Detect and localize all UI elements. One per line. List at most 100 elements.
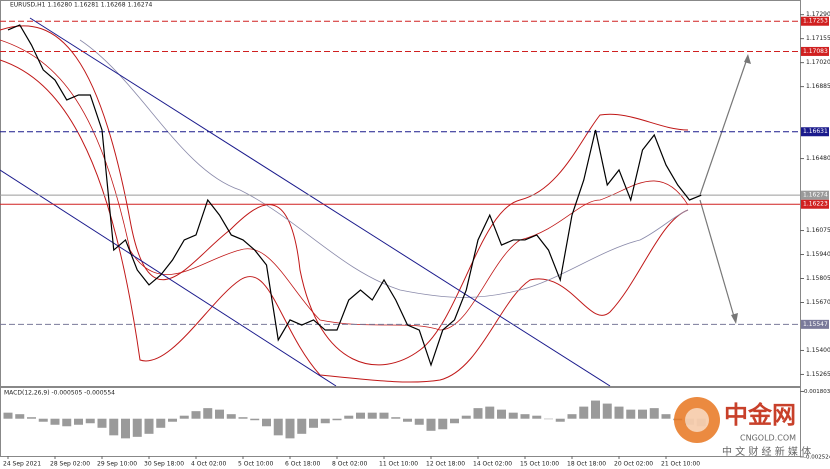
- macd-bar: [508, 412, 518, 419]
- macd-bar: [579, 406, 589, 419]
- macd-bar: [532, 415, 542, 419]
- level-label: 1.17083: [803, 48, 828, 55]
- x-tick-label: 8 Oct 02:00: [332, 461, 367, 468]
- macd-bar: [156, 418, 166, 428]
- macd-bar: [226, 414, 236, 419]
- y-tick-label: 1.15940: [806, 251, 830, 258]
- x-tick-label: 5 Oct 10:00: [238, 461, 273, 468]
- y-tick-label: 1.17020: [806, 59, 830, 66]
- macd-bar: [473, 408, 483, 419]
- macd-bar: [356, 412, 365, 419]
- macd-bar: [438, 418, 448, 430]
- macd-bar: [15, 414, 25, 419]
- macd-bar: [544, 418, 553, 420]
- macd-bar: [179, 415, 189, 419]
- macd-bar: [3, 412, 13, 419]
- y-tick-label: 1.15805: [806, 275, 830, 282]
- macd-bar: [614, 406, 624, 419]
- level-label-box: [801, 199, 829, 209]
- y-tick-label: -0.002524: [804, 454, 830, 460]
- level-label-box: [801, 127, 829, 137]
- macd-bar: [591, 400, 600, 419]
- macd-bar: [132, 418, 142, 437]
- level-label-box: [801, 46, 829, 56]
- y-tick-label: 1.17290: [806, 11, 830, 18]
- macd-bar: [168, 418, 177, 422]
- macd-bar: [344, 415, 354, 419]
- watermark-site: CNGOLD.COM: [740, 434, 796, 443]
- macd-bar: [520, 414, 530, 419]
- x-tick-label: 30 Sep 18:00: [144, 461, 184, 468]
- x-tick-label: 15 Oct 10:00: [520, 461, 559, 468]
- macd-bar: [297, 418, 307, 434]
- macd-bar: [555, 418, 565, 422]
- x-tick-label: 18 Oct 18:00: [567, 461, 606, 468]
- middle-band: [0, 39, 689, 331]
- macd-bar: [144, 418, 154, 434]
- macd-bar: [661, 414, 671, 419]
- upper-band: [0, 25, 689, 366]
- levels: 1.17253 1.17083 1.16631 1.16274 1.16223 1.155…: [0, 16, 829, 329]
- macd-bar: [626, 409, 636, 419]
- channel-line: [0, 169, 337, 387]
- macd-bar: [379, 412, 389, 419]
- macd-bar: [262, 418, 271, 427]
- y-tick-label: 1.15400: [806, 347, 830, 354]
- y-tick-label: 1.16075: [806, 227, 830, 234]
- moving-average: [79, 39, 689, 298]
- macd-bar: [109, 418, 119, 436]
- macd-bar: [62, 418, 72, 427]
- level-label: 1.17253: [803, 18, 828, 25]
- macd-bar: [97, 418, 107, 428]
- y-tick-label: 0.001803: [804, 389, 830, 395]
- macd-bar: [461, 415, 471, 419]
- level-label-box: [801, 16, 829, 26]
- macd-bar: [203, 408, 213, 419]
- macd-bar: [567, 414, 577, 419]
- macd-title: MACD(12,26,9) -0.000505 -0.000554: [4, 390, 115, 397]
- macd-bar: [309, 418, 318, 428]
- lower-band: [0, 59, 689, 383]
- x-tick-label: 29 Sep 10:00: [97, 461, 137, 468]
- macd-bar: [450, 418, 459, 424]
- macd-bar: [332, 418, 342, 421]
- arrow-head: [731, 313, 738, 324]
- x-tick-label: 28 Sep 02:00: [50, 461, 90, 468]
- macd-bar: [414, 418, 424, 425]
- macd-bar: [367, 412, 377, 419]
- level-label: 1.16223: [803, 201, 828, 208]
- macd-bar: [250, 418, 260, 421]
- arrow-head: [744, 54, 751, 64]
- macd-bar: [85, 418, 95, 424]
- x-tick-label: 21 Oct 10:00: [661, 461, 700, 468]
- symbol-header: EURUSD,H1 1.16280 1.16281 1.16268 1.1627…: [10, 2, 152, 9]
- logo-inner: [685, 408, 709, 432]
- macd-frame: [0, 387, 801, 457]
- x-tick-label: 6 Oct 18:00: [285, 461, 320, 468]
- macd-bar: [638, 409, 647, 419]
- macd-bar: [121, 418, 130, 439]
- macd-bar: [649, 408, 659, 419]
- watermark: 中金网 CNGOLD.COM 中 文 财 经 新 媒 体: [674, 397, 811, 458]
- level-label: 1.16274: [803, 192, 828, 199]
- y-tick-label: 1.15670: [806, 299, 830, 306]
- macd-bar: [50, 418, 60, 425]
- x-tick-label: 20 Oct 02:00: [614, 461, 653, 468]
- macd-bar: [191, 411, 201, 419]
- y-tick-label: 1.17155: [806, 35, 830, 42]
- y-tick-label: 1.16480: [806, 155, 830, 162]
- forecast-arrow: [699, 55, 749, 196]
- x-tick-label: 24 Sep 2021: [3, 461, 41, 468]
- level-label: 1.15547: [803, 321, 828, 328]
- macd-bar: [38, 418, 48, 422]
- y-tick-label: 1.15265: [806, 371, 830, 378]
- macd-bar: [27, 417, 36, 419]
- watermark-brand: 中金网: [724, 401, 796, 429]
- level-label-box: [801, 319, 829, 329]
- indicators: [0, 17, 751, 387]
- y-tick-label: 1.16885: [806, 83, 830, 90]
- macd-bar: [403, 418, 412, 422]
- price-line: [7, 24, 702, 367]
- macd-bar: [320, 418, 330, 424]
